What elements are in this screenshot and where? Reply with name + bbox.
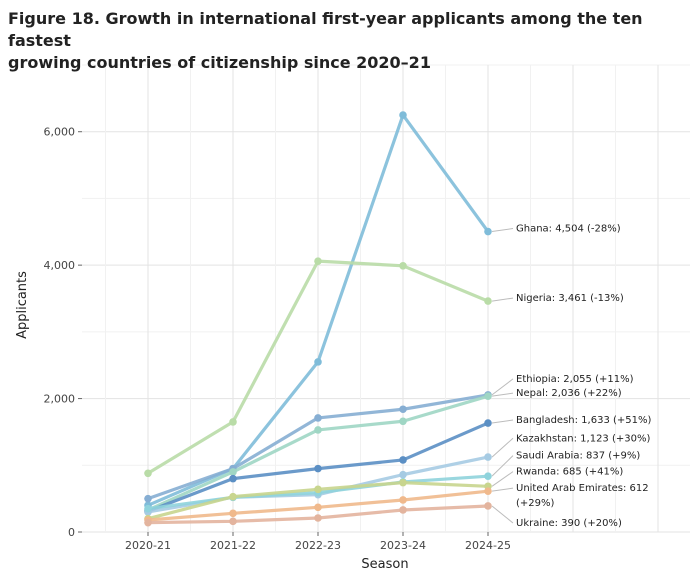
y-axis-title: Applicants: [15, 271, 30, 339]
data-point: [144, 469, 152, 478]
data-point: [399, 111, 407, 119]
label-leader-line: [491, 419, 514, 424]
data-point: [484, 297, 492, 305]
x-tick-label: 2024-25: [465, 539, 511, 552]
label-leader-line: [491, 228, 514, 233]
data-point: [314, 414, 322, 422]
data-point: [314, 503, 322, 512]
figure-title-line2: growing countries of citizenship since 2…: [8, 53, 431, 72]
data-point: [314, 257, 322, 265]
data-point: [229, 492, 237, 501]
data-point: [229, 468, 237, 476]
series-end-label: United Arab Emirates: 612: [516, 483, 649, 494]
series-end-label: Ukraine: 390 (+20%): [516, 518, 622, 529]
data-point: [314, 358, 322, 366]
series-layer: [144, 111, 492, 527]
data-point: [229, 418, 237, 426]
data-point: [399, 405, 407, 414]
data-point: [229, 474, 237, 483]
label-leader-line: [491, 392, 514, 397]
x-axis-ticks: 2020-21 2021-22 2022-23 2023-24 2024-25: [125, 532, 511, 552]
series-end-label: Bangladesh: 1,633 (+51%): [516, 415, 651, 426]
label-leader-line: [491, 297, 514, 302]
data-point: [484, 472, 492, 480]
label-leader-line: [491, 437, 514, 458]
label-leader-line: [491, 455, 514, 477]
y-tick-label: 0: [68, 526, 75, 539]
data-point: [399, 456, 407, 464]
y-tick-label: 4,000: [44, 259, 76, 272]
label-leader-line: [491, 471, 514, 487]
data-point: [314, 514, 322, 522]
end-labels: Ghana: 4,504 (-28%) Nigeria: 3,461 (-13%)…: [491, 224, 651, 529]
data-point: [399, 496, 407, 504]
label-leader-line: [491, 487, 514, 492]
data-point: [484, 453, 492, 461]
x-tick-label: 2023-24: [380, 539, 426, 552]
data-point: [229, 517, 237, 526]
y-axis-ticks: 0 2,000 4,000 6,000: [44, 126, 82, 539]
x-tick-label: 2021-22: [210, 539, 256, 552]
series-end-label: Ethiopia: 2,055 (+11%): [516, 374, 634, 385]
figure-title: Figure 18. Growth in international first…: [8, 8, 668, 74]
x-tick-label: 2022-23: [295, 539, 341, 552]
x-tick-label: 2020-21: [125, 539, 171, 552]
data-point: [314, 464, 322, 473]
series-end-label: Kazakhstan: 1,123 (+30%): [516, 433, 650, 444]
series-end-label: Rwanda: 685 (+41%): [516, 467, 623, 478]
data-point: [399, 262, 407, 270]
series-end-label: Nepal: 2,036 (+22%): [516, 388, 622, 399]
data-point: [229, 509, 237, 518]
y-tick-label: 2,000: [44, 393, 76, 406]
y-tick-label: 6,000: [44, 126, 76, 139]
data-point: [484, 502, 492, 510]
series-end-label: Saudi Arabia: 837 (+9%): [516, 451, 640, 462]
data-point: [484, 227, 492, 236]
data-point: [484, 487, 492, 495]
series-end-label: (+29%): [516, 498, 555, 509]
series-nigeria: [144, 257, 492, 478]
data-point: [144, 518, 152, 527]
label-leader-line: [491, 505, 514, 524]
data-point: [399, 478, 407, 487]
data-point: [144, 504, 152, 513]
figure-title-line1: Figure 18. Growth in international first…: [8, 9, 643, 50]
series-end-label: Ghana: 4,504 (-28%): [516, 224, 621, 235]
series-end-label: Nigeria: 3,461 (-13%): [516, 293, 624, 304]
series-ukraine: [144, 502, 492, 527]
data-point: [314, 485, 322, 494]
data-point: [399, 506, 407, 514]
data-point: [314, 426, 322, 434]
data-point: [484, 392, 492, 400]
x-axis-title: Season: [361, 557, 408, 572]
data-point: [399, 470, 407, 479]
data-point: [399, 417, 407, 426]
label-leader-line: [491, 378, 514, 396]
data-point: [484, 419, 492, 427]
data-point: [144, 494, 152, 503]
